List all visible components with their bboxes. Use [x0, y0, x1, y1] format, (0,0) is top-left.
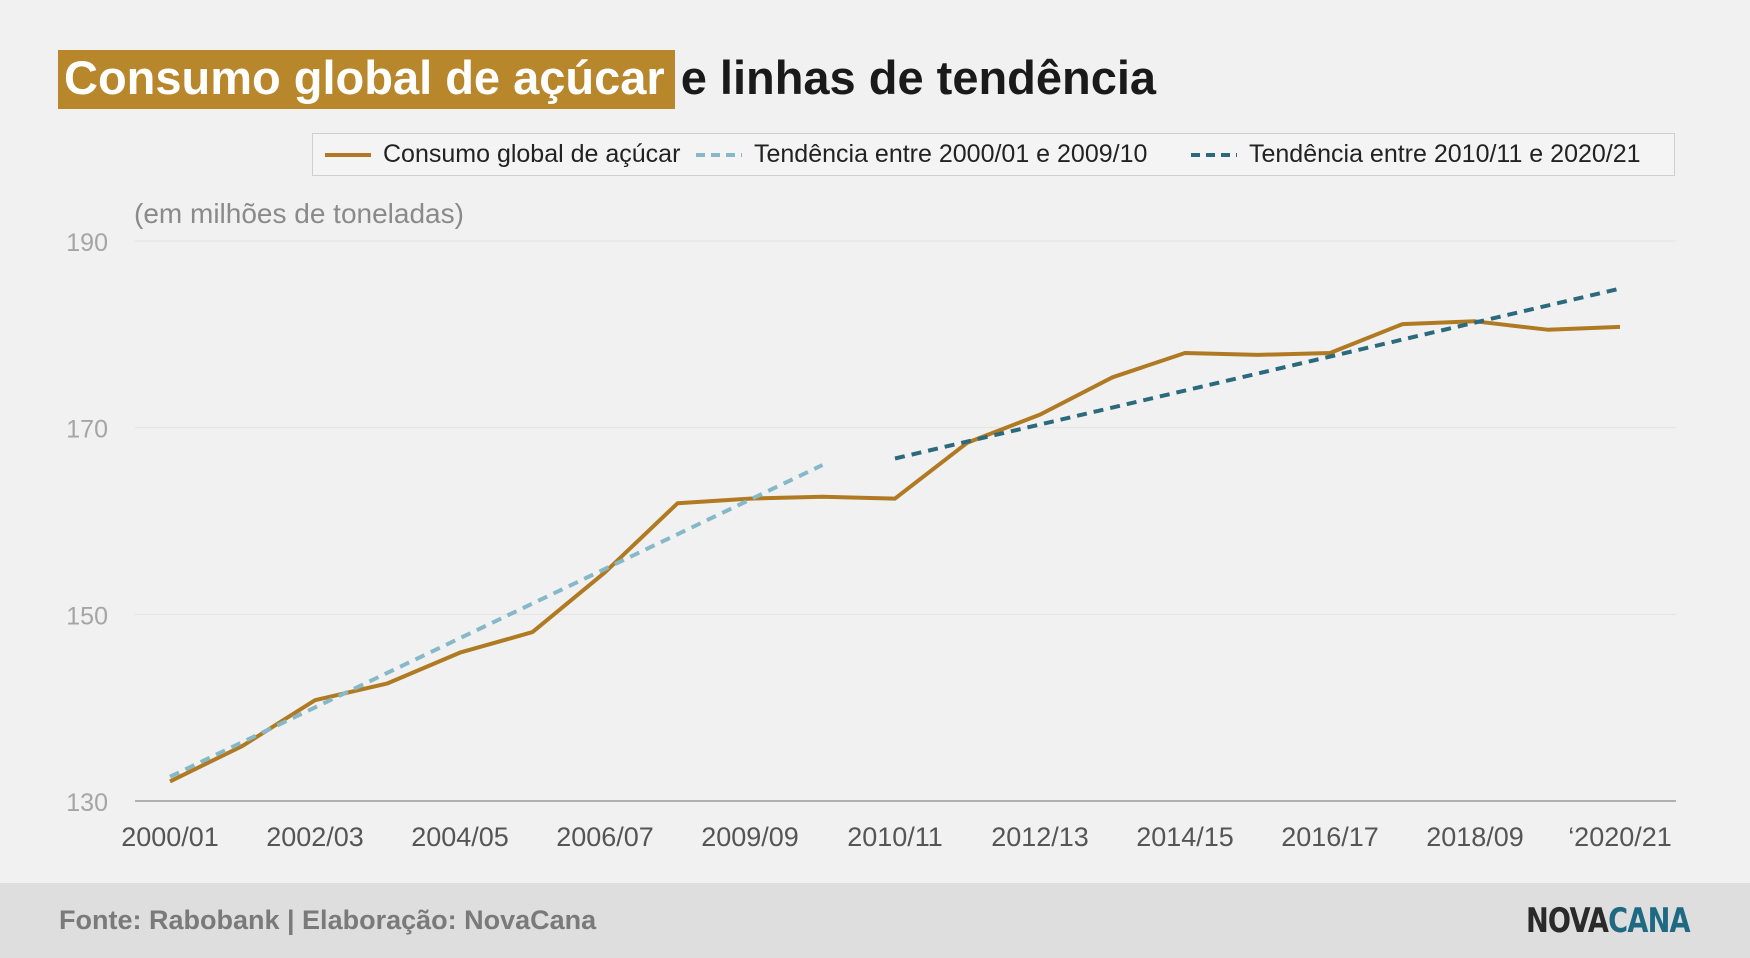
source-text: Fonte: Rabobank | Elaboração: NovaCana [59, 905, 597, 935]
x-tick-label: 2002/03 [266, 822, 364, 852]
legend-swatch-dashed-dark [1191, 152, 1237, 157]
title-highlight: Consumo global de açúcar [58, 50, 675, 109]
legend-label: Tendência entre 2000/01 e 2009/10 [754, 140, 1148, 168]
x-tick-label: 2010/11 [847, 822, 943, 852]
x-tick-label: 2016/17 [1281, 822, 1379, 852]
legend: Consumo global de açúcar Tendência entre… [312, 133, 1675, 176]
legend-label: Consumo global de açúcar [383, 140, 681, 168]
title-rest: e linhas de tendência [680, 51, 1157, 104]
line-chart: 130 150 170 190 2000/01 2002/03 2004/05 2006/07… [66, 229, 1676, 852]
y-tick-label: 170 [66, 416, 108, 444]
series-line-trend-2 [894, 286, 1621, 461]
x-tick-label: 2009/09 [701, 822, 799, 852]
legend-item-consumo: Consumo global de açúcar [325, 134, 680, 175]
series-line-trend-1 [169, 463, 824, 779]
legend-swatch-solid [325, 152, 371, 157]
novacana-logo: NOVACANA [1526, 901, 1691, 941]
footer: Fonte: Rabobank | Elaboração: NovaCana N… [0, 883, 1750, 958]
x-tick-label: 2018/09 [1426, 822, 1524, 852]
legend-swatch-dashed-light [696, 152, 742, 157]
y-tick-label: 190 [66, 229, 108, 257]
legend-item-trend-1: Tendência entre 2000/01 e 2009/10 [696, 134, 1147, 175]
x-tick-label: 2012/13 [991, 822, 1089, 852]
x-tick-label: 2004/05 [411, 822, 509, 852]
legend-item-trend-2: Tendência entre 2010/11 e 2020/21 [1191, 134, 1641, 175]
y-tick-label: 130 [66, 789, 108, 817]
legend-label: Tendência entre 2010/11 e 2020/21 [1249, 140, 1641, 168]
y-unit-label: (em milhões de toneladas) [134, 198, 464, 229]
x-tick-label: ‘2020/21 [1568, 822, 1672, 852]
x-tick-label: 2000/01 [121, 822, 219, 852]
x-tick-label: 2014/15 [1136, 822, 1234, 852]
x-tick-label: 2006/07 [556, 822, 654, 852]
series-line-consumo [169, 319, 1621, 784]
chart-title: Consumo global de açúcar e linhas de tend… [58, 50, 1156, 109]
y-tick-label: 150 [66, 602, 108, 630]
